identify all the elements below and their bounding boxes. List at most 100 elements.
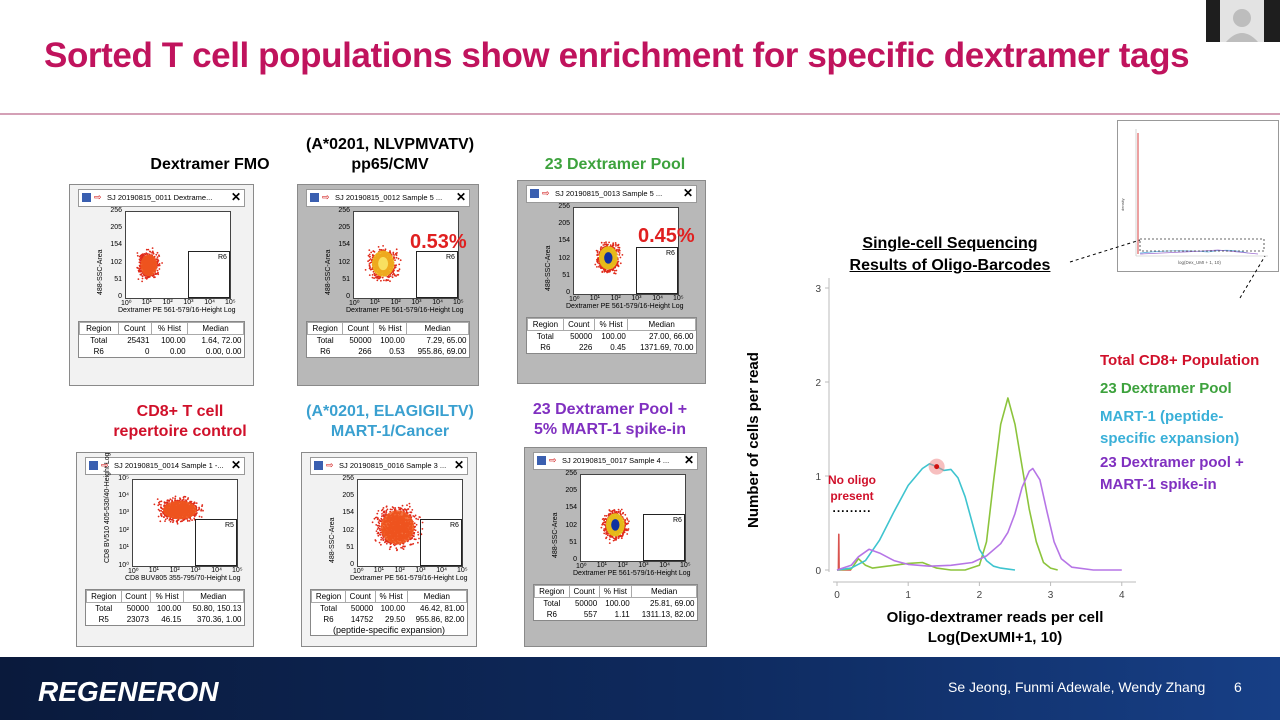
- scatter-plot-svg: [600, 508, 630, 544]
- x-tick-label: 10⁴: [436, 567, 447, 574]
- export-arrow-icon[interactable]: ⇨: [322, 192, 330, 202]
- x-tick-label: 10⁰: [353, 568, 364, 575]
- close-icon[interactable]: ✕: [683, 453, 695, 467]
- x-tick-label: 10²: [617, 562, 628, 569]
- stats-table: Region Count% Hist Median Total 50000 100.00 4…: [310, 589, 468, 636]
- y-tick-label: 102: [338, 258, 350, 266]
- print-icon[interactable]: [82, 193, 91, 202]
- x-tick-label: 0: [834, 590, 840, 601]
- no-oligo-dots: .........: [832, 501, 872, 515]
- gate-region[interactable]: R6: [636, 246, 678, 295]
- y-tick-label: 0: [566, 289, 570, 296]
- export-arrow-icon[interactable]: ⇨: [326, 460, 334, 470]
- window-titlebar[interactable]: ⇨ SJ 20190815_0017 Sample 4 ... ✕: [533, 452, 698, 470]
- x-tick-label: 10²: [162, 299, 173, 306]
- export-arrow-icon[interactable]: ⇨: [101, 460, 109, 470]
- panel-title: Dextramer FMO: [120, 155, 300, 175]
- legend-item: Total CD8+ Population: [1100, 352, 1260, 369]
- scatter-plot: R6: [573, 207, 679, 295]
- y-tick-label: 1: [815, 472, 821, 483]
- stats-cell: 50000: [570, 332, 593, 341]
- stats-cell: 370.36, 1.00: [197, 615, 242, 624]
- window-titlebar[interactable]: ⇨ SJ 20190815_0016 Sample 3 ... ✕: [310, 457, 468, 475]
- x-tick-label: 10⁴: [659, 562, 670, 569]
- gate-region[interactable]: R6: [420, 518, 462, 567]
- close-icon[interactable]: ✕: [230, 190, 242, 204]
- close-icon[interactable]: ✕: [453, 458, 465, 472]
- y-axis-label: 488-SSC-Area: [552, 512, 559, 558]
- panel-title-line2: repertoire control: [113, 423, 247, 440]
- panel-title-line1: (A*0201, NLVPMVATV): [305, 136, 475, 153]
- stats-cell: 25.81, 69.00: [650, 599, 695, 608]
- y-tick-label: 0: [118, 293, 122, 300]
- window-titlebar[interactable]: ⇨ SJ 20190815_0013 Sample 5 ... ✕: [526, 185, 697, 203]
- stats-header: Region: [310, 590, 347, 603]
- x-tick-label: 10³: [183, 299, 194, 306]
- window-titlebar[interactable]: ⇨ SJ 20190815_0012 Sample 5 ... ✕: [306, 189, 470, 207]
- x-tick-label: 10⁵: [680, 562, 691, 569]
- export-arrow-icon[interactable]: ⇨: [542, 188, 550, 198]
- window-titlebar[interactable]: ⇨ SJ 20190815_0011 Dextrame... ✕: [78, 189, 245, 207]
- export-arrow-icon[interactable]: ⇨: [94, 192, 102, 202]
- y-tick-label: 102: [110, 258, 122, 266]
- stats-header-row: Region Count% Hist Median: [534, 585, 697, 598]
- stats-cell: 1371.69, 70.00: [640, 343, 694, 352]
- gate-region[interactable]: R6: [416, 250, 458, 299]
- y-axis-label: 488-SSC-Area: [545, 245, 552, 291]
- gate-region[interactable]: R6: [643, 513, 685, 562]
- stats-cell: 1.64, 72.00: [201, 336, 242, 345]
- export-arrow-icon[interactable]: ⇨: [549, 455, 557, 465]
- stats-note: (peptide-specific expansion): [332, 625, 446, 635]
- stats-cell: 1.11: [614, 610, 630, 619]
- y-tick-label: 51: [342, 275, 350, 283]
- stats-row: Total 50000 100.00 46.42, 81.00: [312, 603, 467, 615]
- stats-cell: 0.00, 0.00: [205, 347, 242, 356]
- stats-cell: 50000: [349, 336, 372, 345]
- close-icon[interactable]: ✕: [682, 186, 694, 200]
- stats-row: R6 0 0.00 0.00, 0.00: [80, 346, 244, 357]
- inset-xlabel: log(Dex_UMI + 1, 10): [1178, 260, 1221, 265]
- panel-title: 23 Dextramer Pool: [525, 155, 705, 175]
- print-icon[interactable]: [310, 193, 319, 202]
- y-axis-label: 488-SSC-Area: [325, 249, 332, 295]
- stats-table: Region Count% Hist Median Total 25431 100.00 1…: [78, 321, 245, 358]
- close-icon[interactable]: ✕: [230, 458, 242, 472]
- stats-grid: Region Count% Hist Median Total 50000 100.00 4…: [310, 590, 468, 625]
- sequencing-heading: Single-cell Sequencing Results of Oligo-…: [820, 233, 1080, 277]
- x-tick-label: 4: [1119, 590, 1125, 601]
- stats-cell: Total: [320, 604, 337, 613]
- stats-header-row: Region Count% Hist Median: [79, 322, 244, 335]
- x-tick-label: 10⁰: [349, 300, 360, 307]
- x-axis-label: Dextramer PE 561-579/16-Height Log: [346, 307, 464, 314]
- x-axis-label: Dextramer PE 561-579/16-Height Log: [566, 303, 684, 310]
- no-oligo-line1: No oligo: [828, 473, 876, 487]
- main-chart: 0 1 2 3 4 0 1 2 3: [815, 278, 1136, 601]
- print-icon[interactable]: [537, 456, 546, 465]
- print-icon[interactable]: [530, 189, 539, 198]
- flow-window: ⇨ SJ 20190815_0012 Sample 5 ... ✕ R6 256 205 1…: [297, 184, 479, 386]
- gate-region[interactable]: R6: [188, 250, 230, 299]
- stats-header-row: Region Count% Hist Median: [306, 322, 469, 335]
- stats-cell: 0: [145, 347, 150, 356]
- stats-row: R5 23073 46.15 370.36, 1.00: [87, 614, 244, 625]
- y-tick-label: 10⁰: [118, 562, 129, 569]
- y-tick-label: 10²: [118, 526, 129, 534]
- window-titlebar[interactable]: ⇨ SJ 20190815_0014 Sample 1 -... ✕: [85, 457, 245, 475]
- x-tick-label: 10⁰: [569, 296, 580, 303]
- x-tick-label: 10¹: [141, 299, 152, 306]
- panel-title-line2: pp65/CMV: [351, 156, 429, 173]
- close-icon[interactable]: ✕: [455, 190, 467, 204]
- no-oligo-label: No oligo present .........: [822, 472, 882, 515]
- x-tick-label: 10¹: [148, 567, 159, 574]
- print-icon[interactable]: [314, 461, 323, 470]
- x-tick-label: 10³: [190, 567, 201, 574]
- panel-title-line2: MART-1/Cancer: [330, 423, 450, 440]
- window-title: SJ 20190815_0011 Dextrame...: [107, 193, 213, 202]
- x-tick-label: 10⁰: [121, 300, 132, 307]
- stats-header: Region: [86, 590, 122, 603]
- flow-window: ⇨ SJ 20190815_0016 Sample 3 ... ✕ R6 256 205 1…: [301, 452, 477, 647]
- gate-region[interactable]: R5: [195, 518, 237, 567]
- stats-cell: 0.00: [170, 347, 186, 356]
- stats-header: Count: [120, 590, 152, 603]
- print-icon[interactable]: [89, 461, 98, 470]
